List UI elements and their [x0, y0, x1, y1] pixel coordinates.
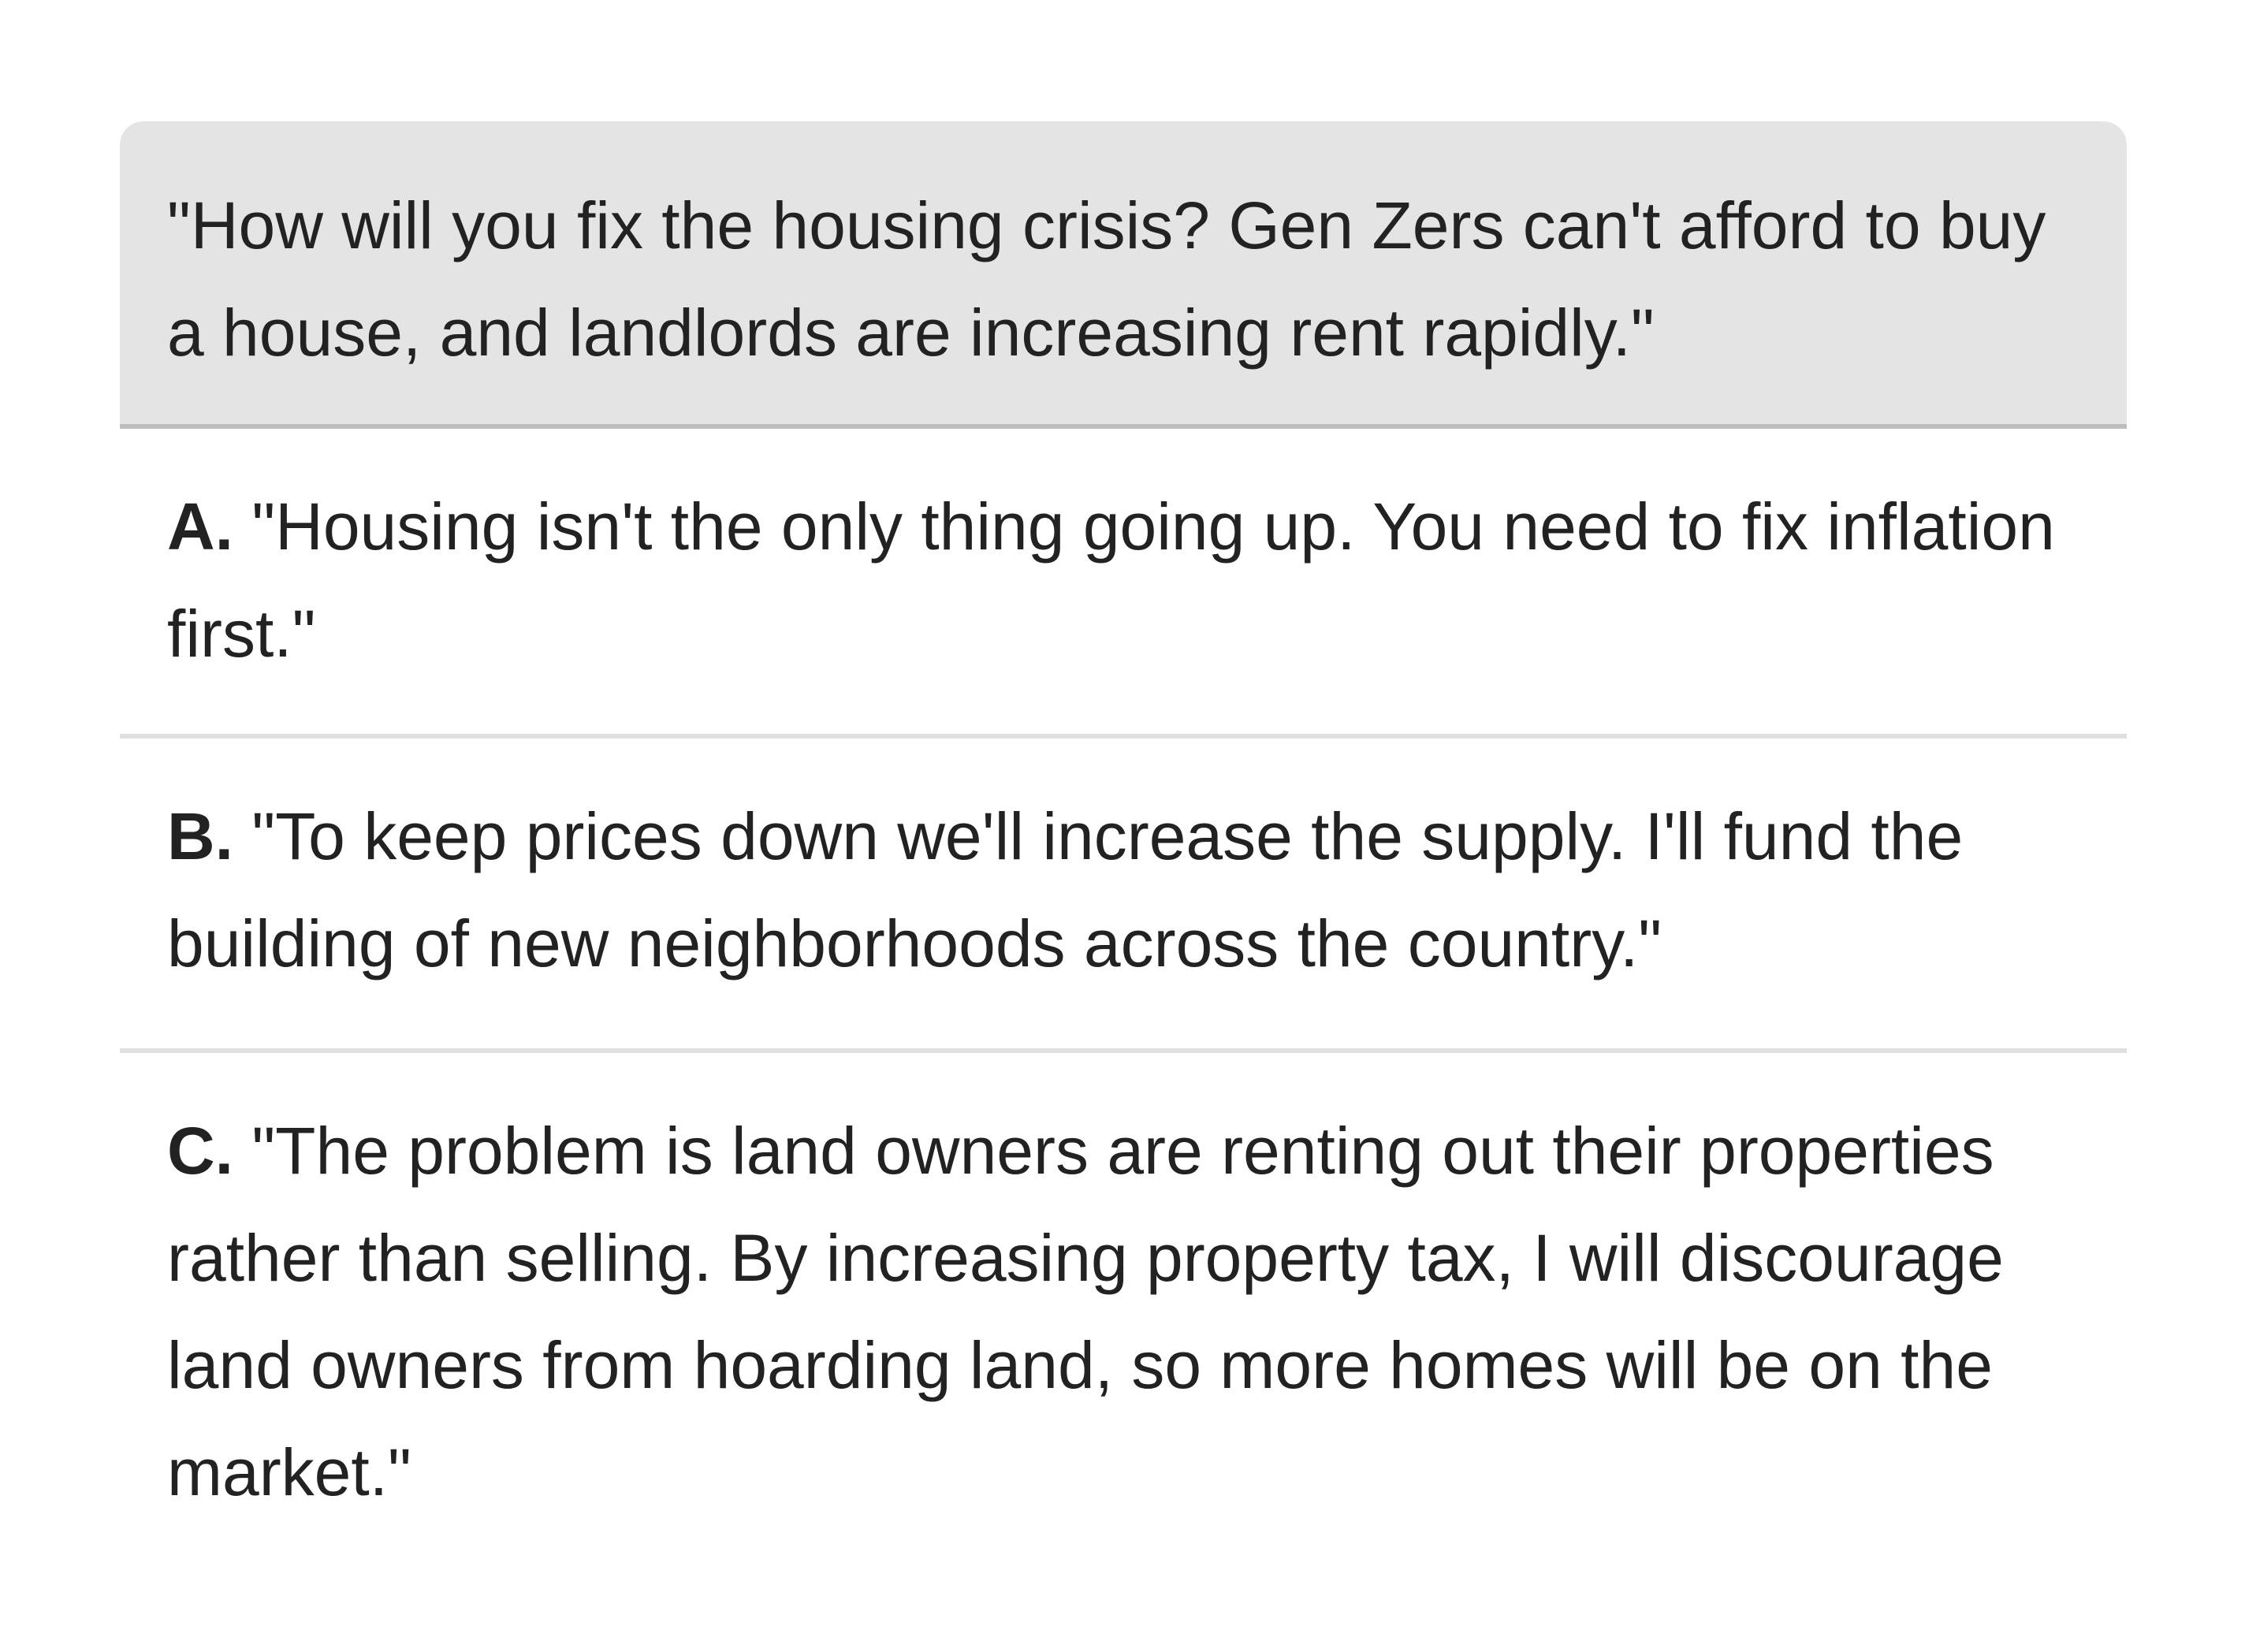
question-box: "How will you fix the housing crisis? Ge… [120, 121, 2127, 429]
divider [120, 1048, 2127, 1053]
option-a-text: "Housing isn't the only thing going up. … [167, 489, 2055, 671]
option-c[interactable]: C. "The problem is land owners are renti… [120, 1053, 2127, 1605]
divider [120, 734, 2127, 739]
option-a-letter: A. [167, 489, 233, 564]
option-b-text: "To keep prices down we'll increase the … [167, 799, 1964, 980]
option-b-letter: B. [167, 799, 233, 873]
option-c-letter: C. [167, 1114, 233, 1188]
option-c-text: "The problem is land owners are renting … [167, 1114, 2004, 1509]
option-b[interactable]: B. "To keep prices down we'll increase t… [120, 739, 2127, 1048]
question-text: "How will you fix the housing crisis? Ge… [167, 188, 2046, 370]
option-a[interactable]: A. "Housing isn't the only thing going u… [120, 429, 2127, 734]
quiz-card: "How will you fix the housing crisis? Ge… [120, 121, 2127, 1605]
